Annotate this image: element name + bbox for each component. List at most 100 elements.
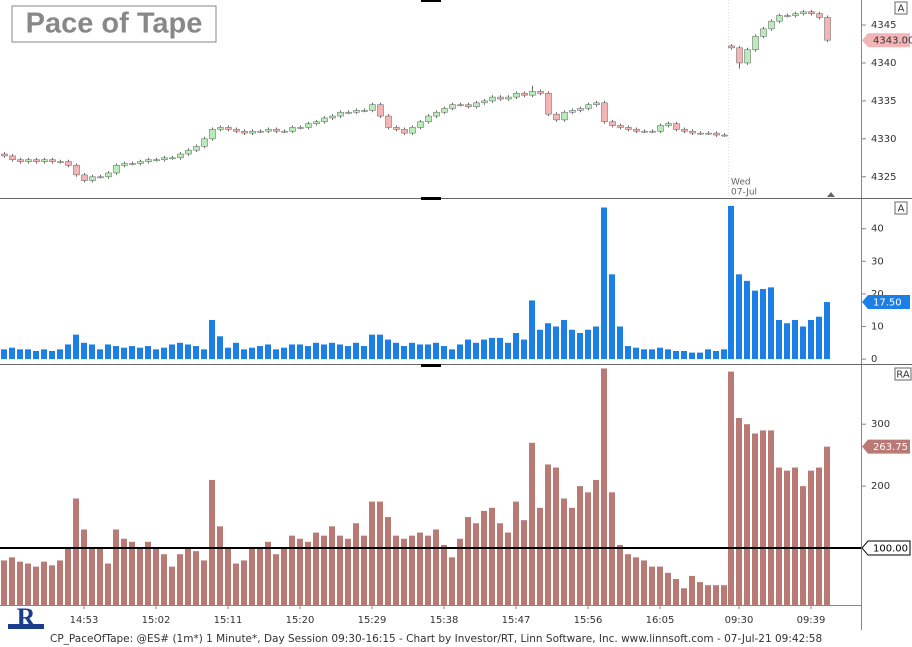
bar — [768, 287, 774, 360]
bar — [617, 326, 623, 360]
bar — [433, 342, 439, 360]
bar — [425, 344, 431, 360]
candle-body — [513, 93, 520, 98]
panel-handle[interactable] — [421, 0, 441, 2]
candle-body — [808, 11, 815, 14]
bar — [257, 346, 263, 360]
bar — [713, 350, 719, 360]
candle-body — [441, 108, 448, 113]
candle-body — [824, 17, 831, 41]
bar — [561, 498, 567, 605]
bar — [649, 349, 655, 360]
scale-button-label[interactable]: RA — [896, 370, 910, 381]
bar — [736, 418, 742, 605]
y-tick-label: 300 — [871, 419, 890, 430]
bar — [73, 498, 79, 605]
bar — [265, 344, 271, 360]
panel-handle[interactable] — [421, 364, 441, 367]
bar — [305, 541, 311, 605]
bar — [81, 529, 87, 605]
candle-body — [768, 20, 775, 30]
candle-body — [353, 110, 360, 113]
candle-body — [17, 159, 24, 162]
bar — [824, 302, 830, 360]
candle-body — [249, 130, 256, 134]
bar — [265, 541, 271, 605]
bar — [185, 344, 191, 360]
bar — [185, 548, 191, 605]
candle-body — [177, 153, 184, 159]
panel-handle[interactable] — [421, 197, 441, 200]
bar — [569, 507, 575, 605]
scroll-marker[interactable] — [827, 192, 835, 197]
x-tick-label: 15:56 — [574, 615, 603, 626]
candle-body — [393, 127, 400, 130]
bar — [497, 337, 503, 360]
bar — [385, 339, 391, 360]
bar — [409, 535, 415, 605]
scale-button-label[interactable]: A — [898, 204, 905, 215]
bar — [297, 538, 303, 605]
bar — [760, 289, 766, 360]
logo-bar — [8, 624, 44, 629]
bar — [529, 442, 535, 605]
bar — [633, 347, 639, 360]
scale-button-label[interactable]: A — [898, 4, 905, 15]
candle-body — [433, 111, 440, 117]
y-tick-label: 4340 — [871, 58, 896, 69]
bar — [89, 344, 95, 360]
bar — [257, 548, 263, 605]
candle-body — [361, 110, 368, 112]
x-tick-label: 15:29 — [358, 615, 387, 626]
bar — [153, 548, 159, 605]
bar — [17, 349, 23, 360]
candle-body — [800, 11, 807, 14]
bar — [233, 342, 239, 360]
bar — [481, 510, 487, 605]
bar — [137, 347, 143, 360]
bar — [329, 526, 335, 605]
bar — [1, 349, 7, 360]
y-tick-label: 20 — [871, 289, 884, 300]
candle-body — [417, 121, 424, 128]
bar — [481, 339, 487, 360]
bar — [609, 274, 615, 360]
scale-button[interactable] — [894, 367, 912, 381]
bar — [385, 517, 391, 605]
bar — [537, 507, 543, 605]
bar — [177, 342, 183, 360]
bar — [377, 334, 383, 360]
scale-button[interactable] — [894, 1, 908, 15]
bar — [784, 323, 790, 360]
value-tag-label: 4343.00 — [873, 36, 912, 47]
y-tick-label: 0 — [871, 354, 877, 365]
scale-button[interactable] — [894, 201, 908, 215]
bar — [249, 347, 255, 360]
candle-body — [633, 129, 640, 132]
bar — [760, 430, 766, 605]
bar — [553, 326, 559, 360]
candle-body — [137, 161, 144, 164]
bar — [321, 535, 327, 605]
bar — [617, 544, 623, 605]
value-tag-label: 263.75 — [873, 442, 908, 453]
bar — [776, 467, 782, 605]
bar — [393, 535, 399, 605]
bar — [545, 323, 551, 360]
bar — [9, 347, 15, 360]
x-tick-label: 15:38 — [430, 615, 459, 626]
bar — [289, 535, 295, 605]
bar — [665, 349, 671, 360]
bar — [824, 446, 830, 605]
bar — [113, 346, 119, 360]
bar — [497, 523, 503, 605]
candle-body — [649, 130, 656, 133]
candle-body — [585, 104, 592, 109]
bar — [177, 554, 183, 605]
candle-body — [41, 159, 48, 162]
bar — [97, 349, 103, 360]
bar — [113, 529, 119, 605]
y-tick-label: 4345 — [871, 20, 896, 31]
candle-body — [153, 159, 160, 161]
candle-body — [736, 47, 743, 64]
